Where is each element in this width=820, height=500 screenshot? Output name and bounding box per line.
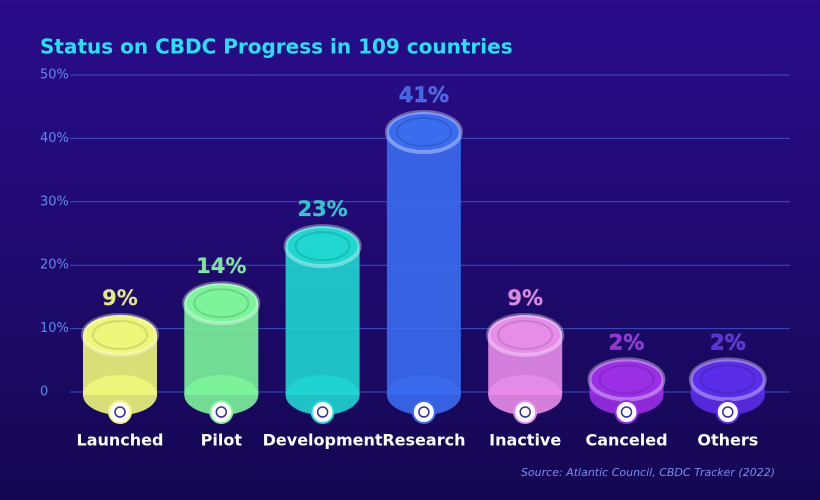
category-icon-inner bbox=[722, 406, 734, 418]
cylinder bbox=[486, 312, 565, 415]
cylinder-top-inner bbox=[395, 117, 452, 148]
x-tick-label: Launched bbox=[77, 431, 164, 450]
x-tick-label: Others bbox=[697, 431, 758, 450]
x-tick-label: Pilot bbox=[201, 431, 243, 450]
chart-title: Status on CBDC Progress in 109 countries bbox=[40, 35, 513, 59]
cylinder-top-inner bbox=[699, 364, 756, 395]
cylinder bbox=[384, 110, 463, 415]
category-icon-inner bbox=[114, 406, 126, 418]
cylinder-top-inner bbox=[193, 288, 250, 319]
category-icon bbox=[310, 400, 335, 424]
x-tick-label: Inactive bbox=[489, 431, 561, 450]
x-tick-label: Research bbox=[382, 431, 465, 450]
category-icon-inner bbox=[620, 406, 633, 418]
source: Source: Atlantic Council, CBDC Tracker (… bbox=[521, 466, 775, 479]
value-label: 2% bbox=[710, 330, 746, 354]
cylinder-top-inner bbox=[497, 319, 554, 350]
x-tick-label: Canceled bbox=[585, 431, 667, 450]
category-icon-inner bbox=[316, 406, 329, 418]
cylinder bbox=[283, 224, 362, 415]
cylinder bbox=[182, 281, 261, 415]
cylinder-top-inner bbox=[294, 231, 351, 262]
value-label: 23% bbox=[297, 197, 347, 221]
y-tick-label: 0 bbox=[40, 385, 48, 400]
value-label: 9% bbox=[507, 286, 543, 310]
category-icon bbox=[411, 400, 436, 424]
category-icon bbox=[209, 400, 234, 424]
category-icon-inner bbox=[215, 406, 228, 418]
y-tick-label: 10% bbox=[40, 321, 69, 336]
value-label: 9% bbox=[102, 286, 138, 310]
y-tick-label: 50% bbox=[40, 68, 69, 83]
cylinder-body bbox=[285, 246, 360, 395]
category-icon-inner bbox=[418, 406, 430, 418]
value-label: 41% bbox=[399, 83, 449, 107]
cylinder bbox=[688, 357, 767, 415]
y-tick-label: 30% bbox=[40, 194, 69, 209]
value-label: 2% bbox=[609, 330, 645, 354]
cylinder-top-inner bbox=[598, 364, 655, 395]
category-icon bbox=[715, 400, 740, 424]
category-icon-inner bbox=[519, 406, 531, 418]
cylinder-body bbox=[386, 132, 461, 395]
y-tick-label: 20% bbox=[40, 258, 69, 273]
category-icon bbox=[108, 400, 132, 424]
category-icon bbox=[513, 400, 538, 424]
cylinder-top-inner bbox=[92, 319, 148, 350]
cylinder bbox=[81, 312, 159, 415]
x-tick-label: Development bbox=[263, 431, 383, 450]
value-label: 14% bbox=[196, 254, 246, 278]
cylinder bbox=[587, 357, 666, 415]
y-tick-label: 40% bbox=[40, 131, 69, 146]
category-icon bbox=[614, 400, 639, 424]
